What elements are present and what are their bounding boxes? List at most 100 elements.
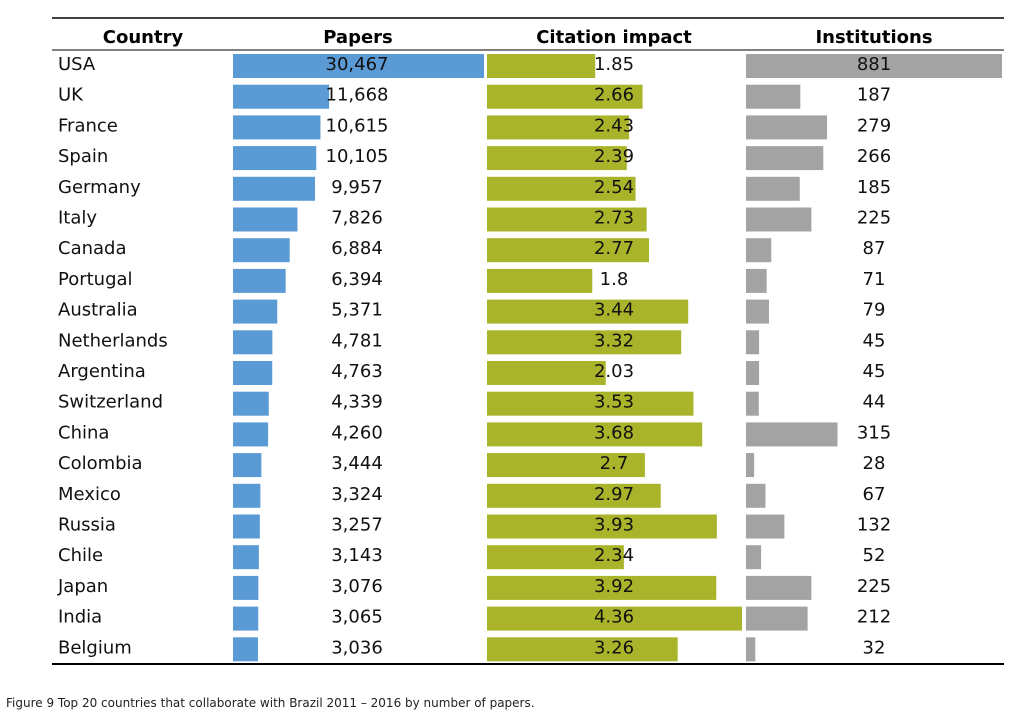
citation-value-russia: 3.93: [594, 515, 634, 536]
citation-bar-portugal: [487, 268, 593, 293]
papers-bar-mexico: [233, 483, 261, 508]
citation-bar-china: [487, 422, 703, 447]
papers-bar-germany: [233, 176, 316, 201]
papers-value-japan: 3,076: [331, 576, 383, 597]
institutions-value-india: 212: [857, 607, 891, 628]
table-row: China 4,260 3.68 315: [58, 422, 891, 447]
citation-bar-mexico: [487, 483, 661, 508]
chart: Country Papers Citation impact Instituti…: [52, 17, 1004, 665]
citation-bar-japan: [487, 575, 717, 600]
country-label-portugal: Portugal: [58, 269, 133, 290]
papers-bar-spain: [233, 146, 317, 171]
institutions-bar-netherlands: [746, 330, 760, 355]
papers-value-belgium: 3,036: [331, 637, 383, 658]
table-row: Switzerland 4,339 3.53 44: [58, 391, 886, 416]
papers-bar-italy: [233, 207, 298, 232]
papers-value-netherlands: 4,781: [331, 330, 383, 351]
country-label-australia: Australia: [58, 300, 138, 321]
papers-bar-uk: [233, 84, 330, 109]
citation-value-australia: 3.44: [594, 300, 634, 321]
citation-bar-canada: [487, 238, 650, 263]
institutions-bar-canada: [746, 238, 772, 263]
citation-value-colombia: 2.7: [600, 453, 629, 474]
table-row: Canada 6,884 2.77 87: [58, 238, 886, 263]
papers-bar-russia: [233, 514, 260, 539]
table-row: UK 11,668 2.66 187: [58, 84, 891, 109]
country-label-spain: Spain: [58, 146, 108, 167]
institutions-value-russia: 132: [857, 515, 891, 536]
institutions-bar-india: [746, 606, 808, 631]
papers-bar-netherlands: [233, 330, 273, 355]
institutions-value-italy: 225: [857, 208, 891, 229]
country-label-germany: Germany: [58, 177, 141, 198]
table-rows: USA 30,467 1.85 881 UK 11,668 2.66 187 France 10,…: [57, 54, 1002, 662]
citation-value-usa: 1.85: [594, 54, 634, 75]
table-row: Italy 7,826 2.73 225: [58, 207, 891, 232]
papers-value-portugal: 6,394: [331, 269, 383, 290]
institutions-value-uk: 187: [857, 85, 891, 106]
table-row: USA 30,467 1.85 881: [58, 54, 1002, 78]
papers-value-argentina: 4,763: [331, 361, 383, 382]
papers-value-india: 3,065: [331, 607, 383, 628]
institutions-bar-argentina: [746, 361, 760, 385]
papers-value-germany: 9,957: [331, 177, 383, 198]
institutions-bar-china: [746, 422, 838, 447]
country-label-italy: Italy: [58, 208, 97, 229]
institutions-bar-japan: [746, 575, 812, 600]
institutions-value-chile: 52: [863, 545, 886, 566]
papers-value-spain: 10,105: [326, 146, 389, 167]
country-label-netherlands: Netherlands: [58, 330, 168, 351]
citation-value-argentina: 2.03: [594, 361, 634, 382]
papers-value-china: 4,260: [331, 422, 383, 443]
papers-value-switzerland: 4,339: [331, 392, 383, 413]
table-row: Germany 9,957 2.54 185: [58, 176, 891, 201]
papers-value-mexico: 3,324: [331, 484, 383, 505]
citation-bar-uk: [487, 84, 643, 109]
institutions-bar-mexico: [746, 483, 766, 508]
papers-bar-belgium: [233, 637, 259, 662]
institutions-value-canada: 87: [863, 238, 886, 259]
figure-caption: Figure 9 Top 20 countries that collabora…: [6, 696, 535, 710]
papers-value-italy: 7,826: [331, 208, 383, 229]
table-row: Chile 3,143 2.34 52: [58, 545, 886, 570]
institutions-value-netherlands: 45: [863, 330, 886, 351]
citation-bar-russia: [487, 514, 717, 539]
country-label-mexico: Mexico: [58, 484, 121, 505]
citation-value-chile: 2.34: [594, 545, 634, 566]
citation-value-india: 4.36: [594, 607, 634, 628]
papers-bar-colombia: [233, 453, 262, 478]
papers-bar-france: [233, 115, 321, 140]
citation-value-canada: 2.77: [594, 238, 634, 259]
citation-value-italy: 2.73: [594, 208, 634, 229]
citation-value-france: 2.43: [594, 115, 634, 136]
country-label-switzerland: Switzerland: [58, 392, 163, 413]
papers-bar-chile: [233, 545, 259, 570]
citation-bar-germany: [487, 176, 636, 201]
papers-value-usa: 30,467: [326, 54, 389, 75]
institutions-value-switzerland: 44: [863, 392, 886, 413]
citation-value-china: 3.68: [594, 422, 634, 443]
citation-bar-australia: [487, 299, 689, 324]
institutions-value-spain: 266: [857, 146, 891, 167]
citation-bar-switzerland: [487, 391, 694, 416]
institutions-bar-russia: [746, 514, 785, 539]
country-label-colombia: Colombia: [58, 453, 143, 474]
header-citation-impact: Citation impact: [536, 27, 692, 48]
country-label-russia: Russia: [58, 515, 116, 536]
country-label-france: France: [58, 115, 118, 136]
institutions-bar-uk: [746, 84, 801, 109]
citation-value-portugal: 1.8: [600, 269, 629, 290]
institutions-value-colombia: 28: [863, 453, 886, 474]
papers-bar-india: [233, 606, 259, 631]
papers-bar-argentina: [233, 361, 273, 385]
institutions-bar-belgium: [746, 637, 756, 662]
citation-value-netherlands: 3.32: [594, 330, 634, 351]
table-row: Argentina 4,763 2.03 45: [58, 361, 885, 385]
table-row: Japan 3,076 3.92 225: [57, 575, 891, 600]
institutions-value-australia: 79: [863, 300, 886, 321]
table-row: Russia 3,257 3.93 132: [58, 514, 891, 539]
papers-value-france: 10,615: [326, 115, 389, 136]
institutions-bar-portugal: [746, 268, 767, 293]
table-row: France 10,615 2.43 279: [58, 115, 891, 140]
table-row: Spain 10,105 2.39 266: [58, 146, 891, 171]
